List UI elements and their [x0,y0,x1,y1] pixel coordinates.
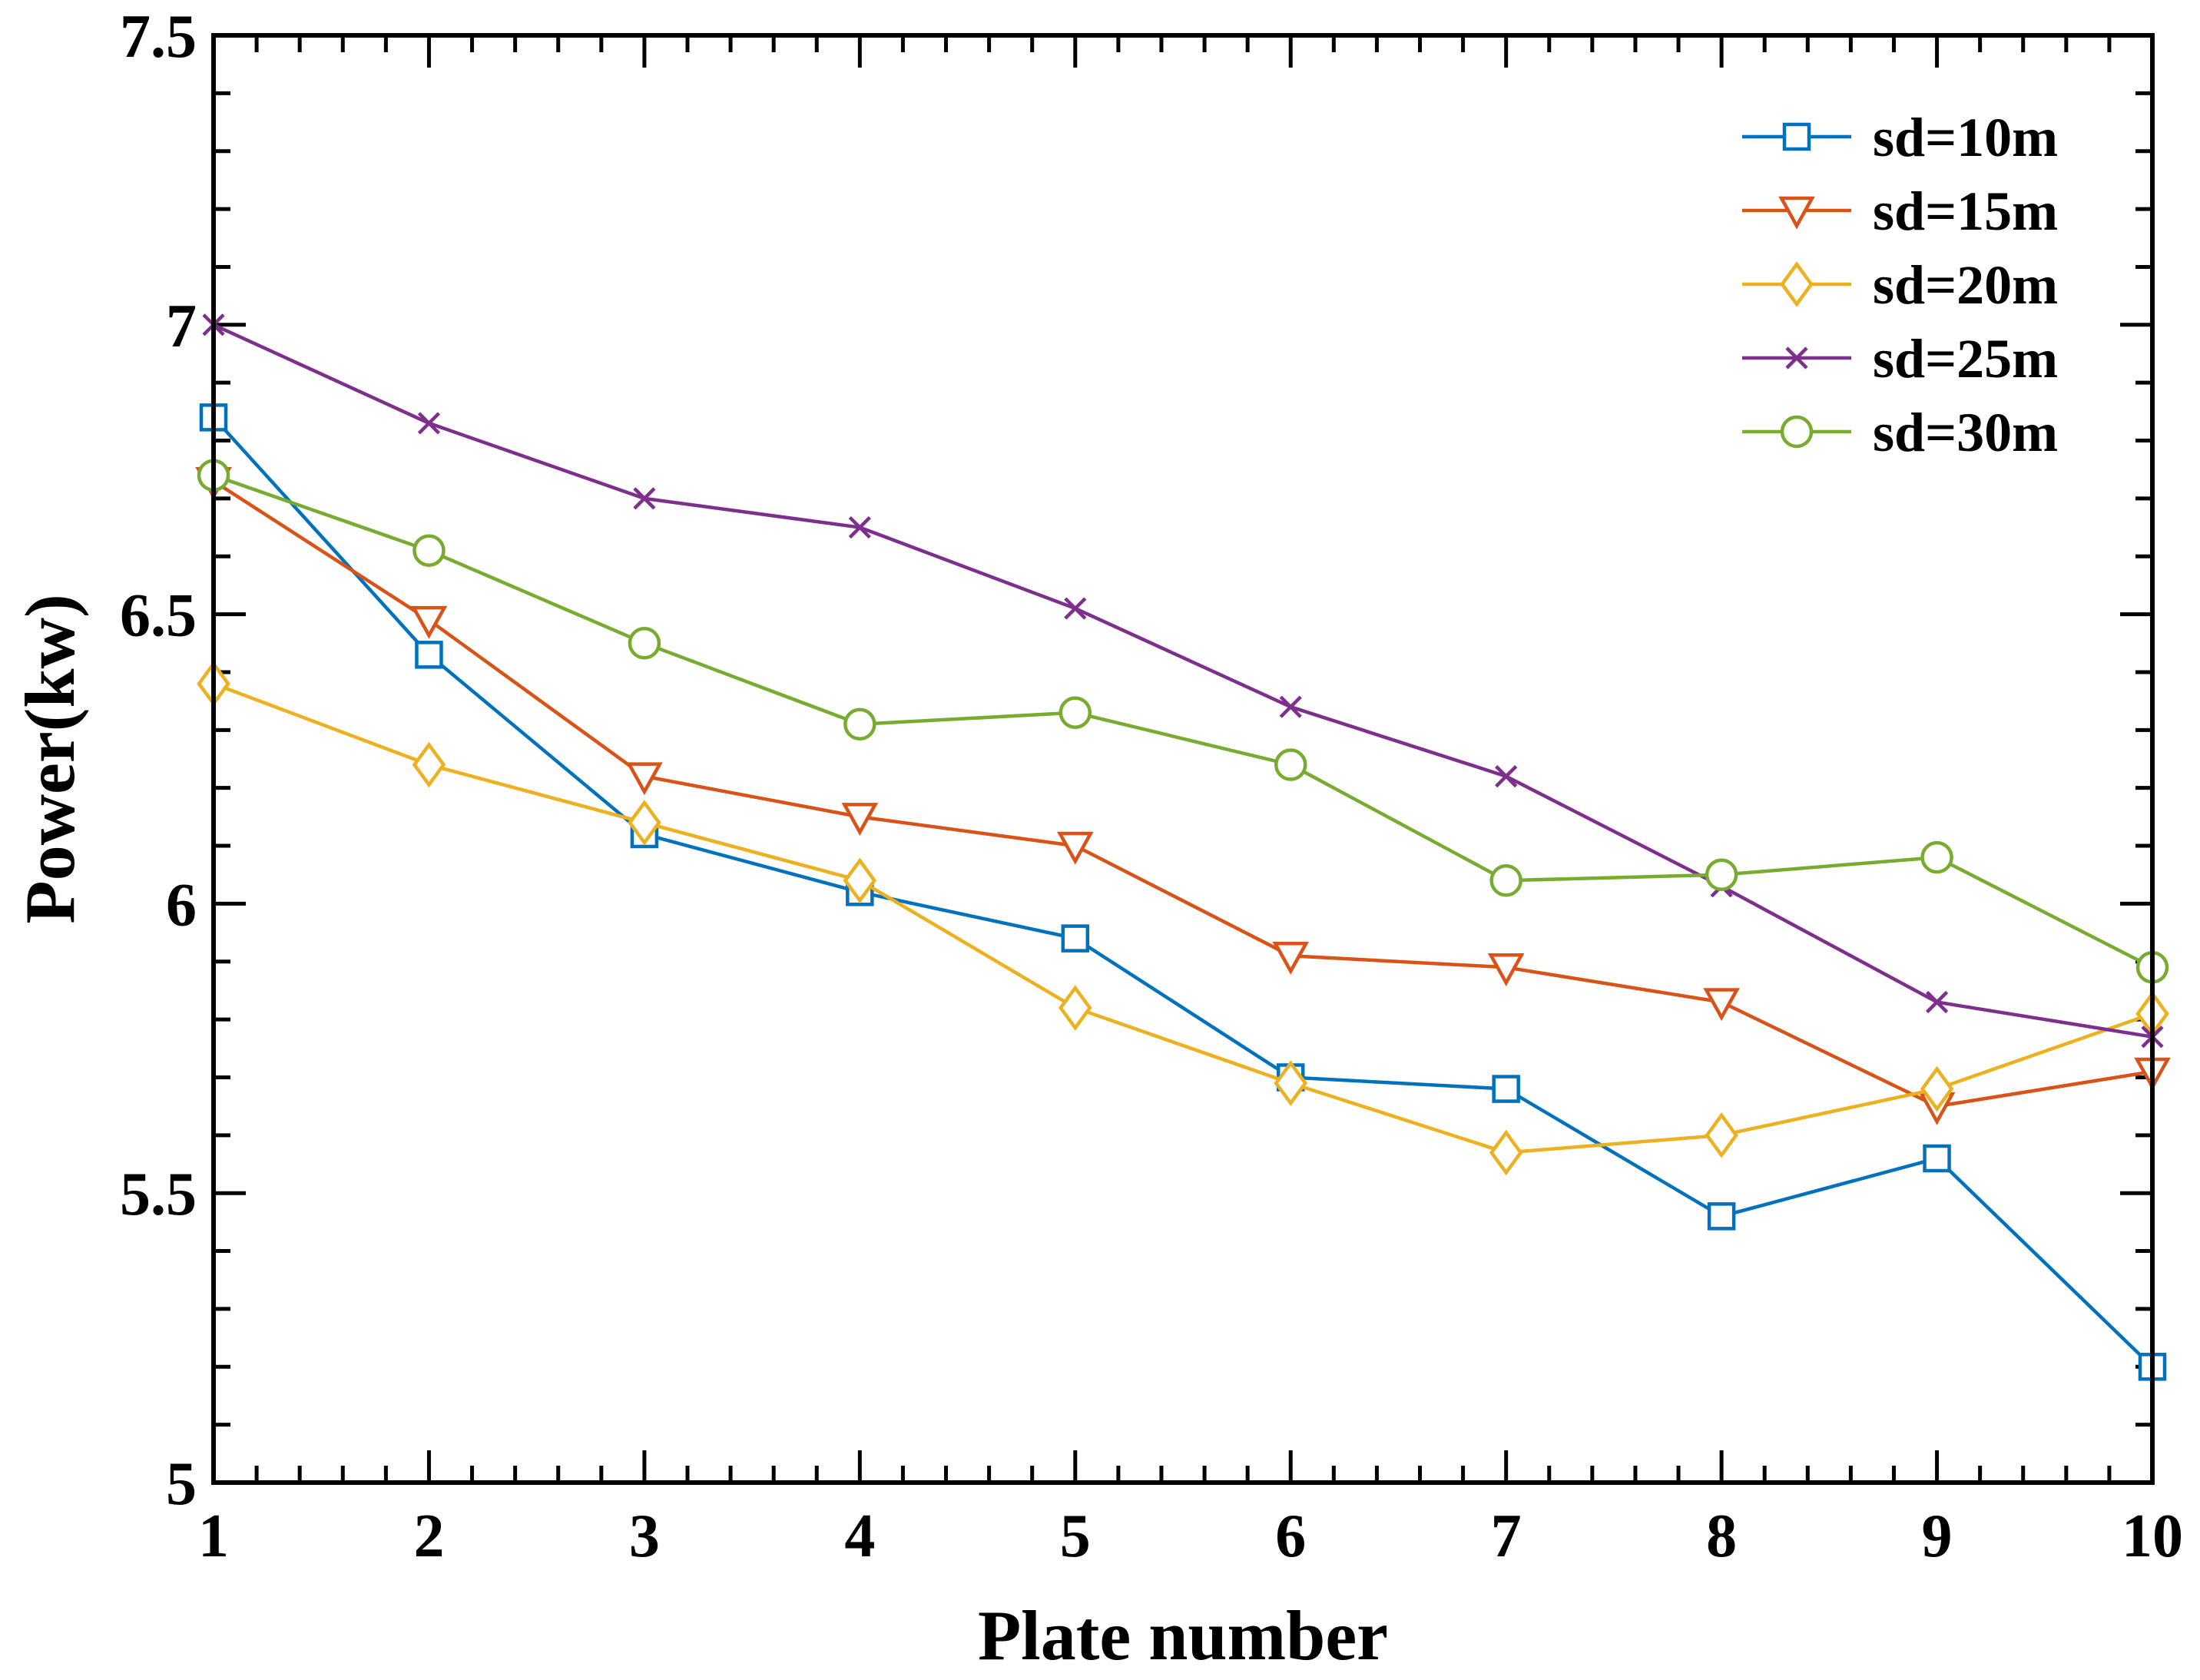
y-axis-title: Power(kw) [11,594,89,923]
series-line [213,323,2153,1039]
data-point [1064,597,1087,620]
data-point [1058,985,1092,1031]
legend-label: sd=10m [1873,107,2058,168]
legend-marker [1778,196,1815,230]
legend-marker [1785,346,1808,369]
y-tick-label: 7.5 [120,3,197,71]
series-line [213,473,2154,969]
data-point [1705,1112,1738,1158]
data-point [1489,864,1522,897]
legend-item: sd=10m [1742,107,2058,168]
data-point [843,707,876,741]
data-point [1274,1060,1308,1106]
data-point [1061,924,1090,953]
legend-label: sd=15m [1873,181,2058,242]
data-point [1705,858,1738,891]
series-line [212,479,2153,1108]
data-point [1703,988,1740,1022]
x-tick-label: 4 [844,1503,875,1570]
data-point [410,605,448,639]
data-point [1925,990,1949,1014]
y-tick-label: 6.5 [120,582,197,650]
legend-marker [1782,122,1811,151]
data-point [415,641,443,669]
data-point [628,800,661,846]
data-point [1279,695,1302,718]
data-point [843,857,877,904]
series-line [212,416,2154,1368]
data-point [1920,840,1953,874]
y-tick-label: 7 [166,293,197,360]
data-point [1495,765,1518,788]
data-point [1923,1144,1951,1173]
data-point [1487,953,1525,986]
data-point [633,487,656,510]
x-tick-label: 8 [1706,1503,1737,1570]
data-point [1056,831,1094,865]
data-point [1489,1129,1523,1176]
y-tick-label: 6 [166,871,197,939]
data-point [628,627,661,660]
x-tick-label: 1 [198,1503,229,1570]
data-point [1707,1202,1736,1231]
legend-item: sd=20m [1742,254,2058,316]
x-tick-label: 3 [629,1503,660,1570]
legend-marker [1780,415,1814,449]
series-sd=20m [197,661,2169,1176]
y-tick-label: 5.5 [120,1161,197,1228]
x-tick-label: 2 [413,1503,444,1570]
legend-marker [1780,261,1814,307]
data-point [848,515,871,539]
legend: sd=10m sd=15m sd=20m sd=25m sd=30m [1742,107,2058,463]
y-tick-label: 5 [166,1450,197,1518]
data-point [1272,941,1310,975]
series-sd=30m [197,459,2169,984]
data-point [1492,1075,1520,1103]
data-point [1059,696,1092,729]
x-axis-title: Plate number [978,1596,1388,1675]
legend-item: sd=15m [1742,181,2058,242]
legend-item: sd=25m [1742,328,2058,389]
data-point [1920,1065,1954,1112]
data-point [1274,748,1307,781]
legend-item: sd=30m [1742,402,2058,463]
x-tick-label: 5 [1060,1503,1091,1570]
data-series [195,313,2171,1381]
legend-label: sd=20m [1873,254,2058,316]
x-tick-label: 9 [1922,1503,1953,1570]
x-tick-label: 10 [2122,1503,2183,1570]
data-point [412,741,446,788]
legend-label: sd=25m [1873,328,2058,389]
series-line [213,681,2153,1155]
tick-labels: 1 2 3 4 5 6 7 8 9 10 5 5.5 6 6.5 7 7.5 [120,3,2183,1570]
plot-frame [211,33,2155,1485]
data-point [412,534,446,567]
data-point [841,803,879,836]
legend-label: sd=30m [1873,402,2058,463]
data-point [626,762,663,796]
x-tick-label: 7 [1491,1503,1522,1570]
x-tick-label: 6 [1275,1503,1306,1570]
data-point [417,412,441,435]
